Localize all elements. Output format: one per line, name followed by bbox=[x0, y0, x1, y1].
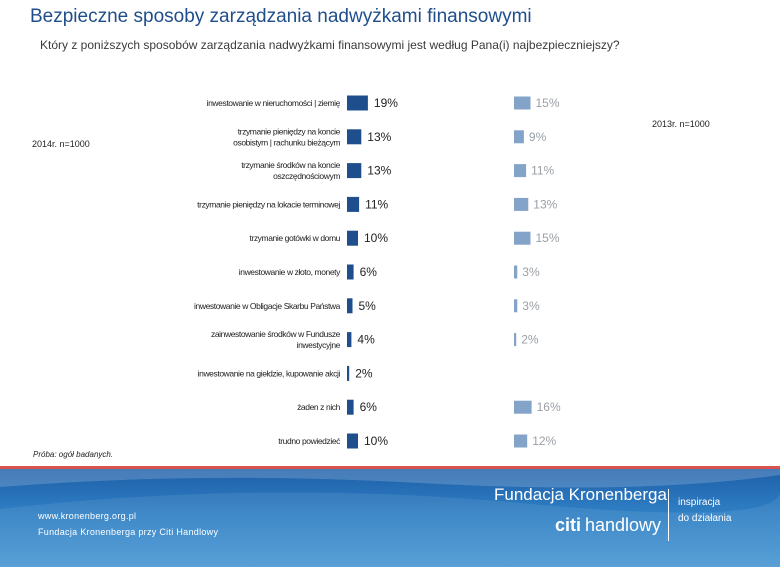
data-label-2014: 5% bbox=[359, 299, 377, 313]
brand-logo-text: Fundacja Kronenberga bbox=[494, 485, 667, 504]
bar-2014 bbox=[347, 230, 358, 246]
data-label-2014: 6% bbox=[360, 265, 378, 279]
series-label-2013: 2013r. n=1000 bbox=[652, 119, 710, 129]
data-label-2014: 4% bbox=[357, 333, 375, 347]
category-label: inwestowanie w nieruchomości | ziemię bbox=[207, 98, 341, 108]
logo-divider bbox=[668, 489, 669, 541]
data-label-2013: 9% bbox=[529, 130, 547, 144]
data-label-2014: 2% bbox=[355, 366, 373, 380]
bar-2013 bbox=[514, 197, 529, 211]
page-title: Bezpieczne sposoby zarządzania nadwyżkam… bbox=[30, 6, 532, 27]
citi-logo: citi bbox=[555, 515, 582, 535]
bar-2014 bbox=[347, 332, 352, 348]
data-label-2014: 10% bbox=[364, 231, 388, 245]
data-label-2013: 16% bbox=[537, 400, 561, 414]
category-label: inwestowanie w Obligacje Skarbu Państwa bbox=[194, 301, 341, 311]
bar-2014 bbox=[347, 399, 354, 415]
footer-banner: www.kronenberg.org.pl Fundacja Kronenber… bbox=[0, 469, 780, 567]
footer-wave-decoration bbox=[0, 469, 780, 567]
bar-2014 bbox=[347, 298, 353, 314]
bar-2013 bbox=[514, 96, 531, 110]
tagline-line2: do działania bbox=[678, 513, 732, 524]
footer-organization: Fundacja Kronenberga przy Citi Handlowy bbox=[38, 527, 219, 537]
category-label: trzymanie pieniędzy na lokacie terminowe… bbox=[197, 199, 340, 209]
tagline-line1: inspiracja bbox=[678, 497, 721, 508]
bar-2013 bbox=[514, 299, 518, 313]
bar-2014 bbox=[347, 129, 362, 145]
data-label-2013: 3% bbox=[522, 299, 540, 313]
data-label-2014: 13% bbox=[367, 130, 391, 144]
data-label-2013: 15% bbox=[536, 231, 560, 245]
footer-website-link[interactable]: www.kronenberg.org.pl bbox=[38, 511, 137, 521]
data-label-2014: 19% bbox=[374, 96, 398, 110]
bar-chart: inwestowanie w nieruchomości | ziemię 19%… bbox=[194, 95, 561, 449]
bar-2013 bbox=[514, 333, 517, 347]
category-label: inwestowanie na giełdzie, kupowanie akcj… bbox=[198, 368, 341, 378]
category-label: zainwestowanie środków w Fundusze inwesty… bbox=[211, 329, 341, 350]
data-label-2013: 13% bbox=[533, 197, 557, 211]
handlowy-logo: handlowy bbox=[585, 515, 662, 535]
data-label-2013: 12% bbox=[532, 434, 556, 448]
data-label-2014: 10% bbox=[364, 434, 388, 448]
category-label: trzymanie pieniędzy na koncie osobistym |… bbox=[233, 126, 340, 147]
series-label-2014: 2014r. n=1000 bbox=[32, 139, 90, 149]
data-label-2014: 6% bbox=[360, 400, 378, 414]
bar-2014 bbox=[347, 264, 354, 280]
bar-2014 bbox=[347, 433, 358, 449]
data-label-2013: 15% bbox=[536, 96, 560, 110]
category-label: inwestowanie w złoto, monety bbox=[239, 267, 341, 277]
bar-2013 bbox=[514, 130, 524, 144]
bar-2013 bbox=[514, 231, 531, 245]
data-label-2014: 11% bbox=[365, 197, 388, 211]
bar-2014 bbox=[347, 365, 350, 381]
category-label: trudno powiedzieć bbox=[278, 436, 341, 446]
category-label: żaden z nich bbox=[297, 402, 341, 412]
data-label-2013: 3% bbox=[522, 265, 540, 279]
bar-2013 bbox=[514, 164, 527, 178]
data-label-2014: 13% bbox=[367, 164, 391, 178]
category-label: trzymanie gotówki w domu bbox=[249, 233, 340, 243]
bar-2014 bbox=[347, 95, 368, 111]
bar-2013 bbox=[514, 434, 528, 448]
data-label-2013: 2% bbox=[521, 333, 539, 347]
bar-2014 bbox=[347, 196, 360, 212]
accent-divider bbox=[0, 466, 780, 469]
question-subtitle: Który z poniższych sposobów zarządzania … bbox=[40, 38, 620, 52]
bar-2013 bbox=[514, 400, 532, 414]
category-label: trzymanie środków na koncie oszczędnościo… bbox=[241, 160, 340, 181]
bar-2013 bbox=[514, 265, 518, 279]
data-label-2013: 11% bbox=[531, 164, 554, 178]
sample-note: Próba: ogół badanych. bbox=[33, 450, 114, 459]
bar-2014 bbox=[347, 163, 362, 179]
